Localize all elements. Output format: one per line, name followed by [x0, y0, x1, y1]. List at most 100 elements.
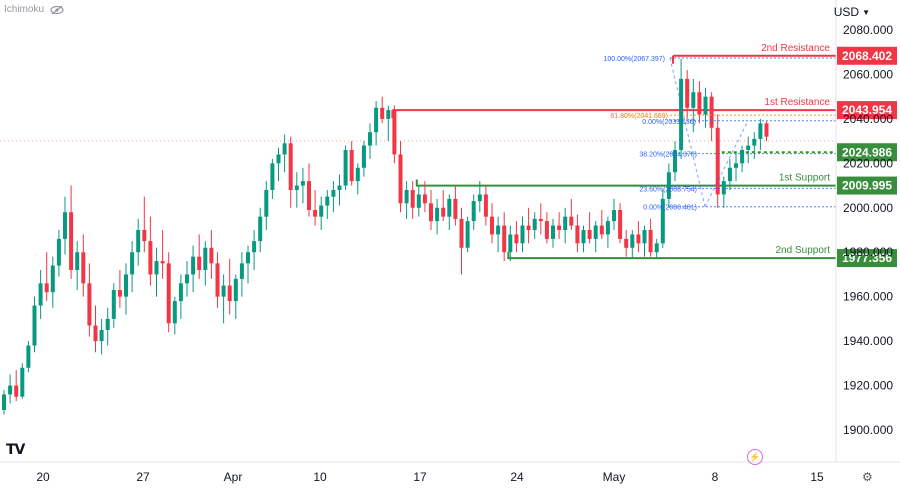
eye-icon[interactable] [50, 5, 64, 15]
candle-body [612, 210, 616, 222]
x-tick-label: 15 [810, 470, 824, 484]
level-price-tag [837, 249, 897, 268]
candle-body [233, 278, 238, 302]
candle-body [215, 263, 220, 297]
candle-body [349, 150, 354, 182]
candle-body [56, 238, 61, 266]
tradingview-logo-icon[interactable]: TV [6, 442, 25, 458]
candle-body [221, 285, 226, 297]
candle-body [453, 198, 458, 219]
level-price-label: 2009.995 [842, 179, 892, 193]
fib-label: 38.20%(2024.370) [639, 152, 697, 159]
candle-body [648, 230, 653, 253]
candle-body [673, 150, 677, 173]
candle-body [136, 230, 141, 253]
x-tick-label: 17 [413, 470, 427, 484]
candle-body [307, 181, 311, 210]
currency-label: USD [833, 5, 860, 19]
candle-body [386, 110, 391, 119]
candle-body [300, 181, 305, 186]
candle-body [154, 261, 159, 275]
candle-body [636, 234, 641, 244]
candle-body [685, 78, 690, 108]
candle-body [69, 212, 74, 270]
candle-body [557, 225, 562, 230]
candle-body [398, 154, 403, 204]
candle-body [2, 394, 6, 410]
candle-body [691, 92, 696, 108]
candles [2, 58, 769, 415]
level-price-label: 2043.954 [842, 103, 892, 117]
y-tick-label: 2080.000 [843, 23, 893, 37]
candle-body [752, 138, 757, 146]
candle-body [361, 145, 366, 168]
candle-body [355, 167, 360, 182]
y-tick-label: 2000.000 [843, 201, 893, 215]
level-name: 2nd Resistance [761, 43, 830, 54]
candle-body [758, 123, 763, 139]
y-tick-label: 1940.000 [843, 334, 893, 348]
candle-body [325, 196, 330, 206]
candle-body [660, 198, 665, 244]
candle-body [142, 230, 147, 242]
lightning-icon[interactable]: ⚡ [747, 449, 763, 465]
candle-body [605, 221, 610, 235]
candle-body [117, 290, 122, 297]
candle-body [282, 143, 287, 155]
candle-body [746, 145, 751, 150]
y-tick-label: 2040.000 [843, 112, 893, 126]
candle-body [459, 218, 464, 248]
candle-body [368, 132, 372, 146]
fib-trendline [704, 120, 749, 207]
fib-label: 23.60%(2008.754) [639, 186, 697, 193]
candle-body [191, 256, 196, 275]
candle-body [239, 263, 244, 279]
candle-body [252, 241, 257, 253]
candle-body [166, 263, 171, 324]
candle-body [75, 252, 80, 270]
x-tick-label: 10 [313, 470, 327, 484]
candle-body [477, 194, 482, 202]
candle-body [63, 212, 67, 239]
y-tick-label: 1980.000 [843, 245, 893, 259]
x-tick-label: May [603, 470, 626, 484]
candle-body [343, 150, 348, 186]
candle-body [721, 181, 726, 195]
indicator-legend[interactable]: Ichimoku [4, 4, 64, 15]
candle-body [727, 167, 732, 182]
level-name: 2nd Support [776, 245, 831, 256]
candle-body [471, 201, 476, 222]
candle-body [666, 172, 671, 199]
candle-body [679, 78, 684, 150]
candle-body [404, 190, 409, 204]
x-tick-label: 20 [36, 470, 50, 484]
x-tick-label: 27 [136, 470, 150, 484]
candle-body [569, 216, 574, 226]
candle-body [581, 230, 586, 244]
candle-body [416, 194, 421, 208]
gear-icon[interactable]: ⚙ [862, 470, 873, 484]
level-price-tag [837, 176, 897, 195]
candle-body [87, 283, 92, 326]
candle-body [422, 194, 427, 204]
candle-body [435, 207, 440, 222]
candle-body [111, 290, 116, 319]
candle-body [38, 283, 43, 306]
candle-body [331, 190, 336, 197]
candle-body [563, 216, 568, 230]
fib-trendline [669, 57, 706, 207]
candle-body [715, 127, 720, 195]
currency-selector[interactable]: USD ▼ [834, 5, 870, 19]
candle-body [392, 110, 397, 155]
candle-body [740, 150, 745, 164]
x-tick-label: 8 [712, 470, 719, 484]
candle-body [172, 301, 177, 324]
candle-body [44, 283, 49, 293]
candle-body [764, 123, 769, 137]
candle-body [288, 143, 293, 190]
candle-body [124, 274, 128, 297]
candle-body [246, 252, 250, 264]
